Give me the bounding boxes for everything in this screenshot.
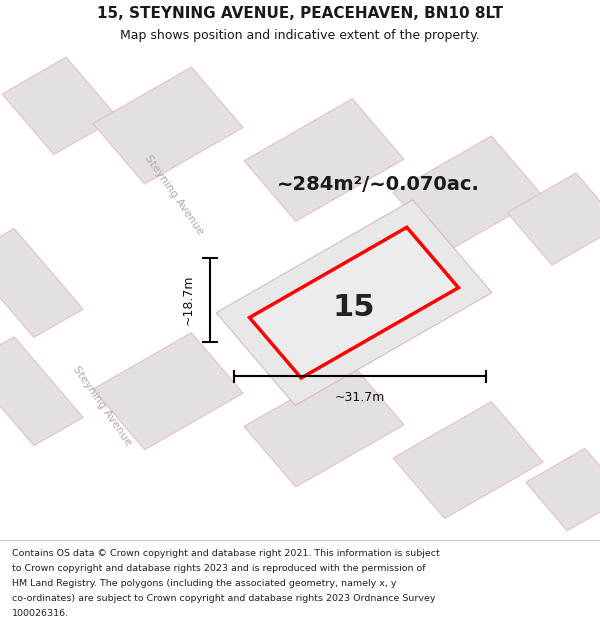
Text: Map shows position and indicative extent of the property.: Map shows position and indicative extent… bbox=[120, 29, 480, 42]
Text: to Crown copyright and database rights 2023 and is reproduced with the permissio: to Crown copyright and database rights 2… bbox=[12, 564, 425, 573]
Text: HM Land Registry. The polygons (including the associated geometry, namely x, y: HM Land Registry. The polygons (includin… bbox=[12, 579, 397, 588]
Polygon shape bbox=[244, 364, 404, 487]
Text: 100026316.: 100026316. bbox=[12, 609, 69, 619]
Polygon shape bbox=[0, 424, 600, 625]
Polygon shape bbox=[93, 332, 243, 449]
Text: ~18.7m: ~18.7m bbox=[182, 275, 195, 326]
Text: 15: 15 bbox=[333, 293, 375, 322]
Text: ~284m²/~0.070ac.: ~284m²/~0.070ac. bbox=[277, 175, 479, 194]
Polygon shape bbox=[2, 58, 118, 154]
Polygon shape bbox=[393, 136, 543, 253]
Polygon shape bbox=[93, 67, 243, 184]
Polygon shape bbox=[0, 229, 83, 338]
Polygon shape bbox=[0, 0, 384, 254]
Polygon shape bbox=[216, 200, 492, 406]
Polygon shape bbox=[265, 239, 443, 366]
Polygon shape bbox=[507, 173, 600, 265]
Polygon shape bbox=[244, 99, 404, 221]
Text: co-ordinates) are subject to Crown copyright and database rights 2023 Ordnance S: co-ordinates) are subject to Crown copyr… bbox=[12, 594, 436, 603]
Polygon shape bbox=[250, 228, 458, 378]
Text: Steyning Avenue: Steyning Avenue bbox=[71, 364, 133, 448]
Text: 15, STEYNING AVENUE, PEACEHAVEN, BN10 8LT: 15, STEYNING AVENUE, PEACEHAVEN, BN10 8L… bbox=[97, 6, 503, 21]
Polygon shape bbox=[393, 402, 543, 519]
Polygon shape bbox=[526, 449, 600, 531]
Text: ~31.7m: ~31.7m bbox=[335, 391, 385, 404]
Text: Contains OS data © Crown copyright and database right 2021. This information is : Contains OS data © Crown copyright and d… bbox=[12, 549, 440, 558]
Polygon shape bbox=[80, 231, 496, 586]
Polygon shape bbox=[0, 337, 83, 446]
Text: Steyning Avenue: Steyning Avenue bbox=[143, 153, 205, 236]
Polygon shape bbox=[0, 129, 600, 358]
